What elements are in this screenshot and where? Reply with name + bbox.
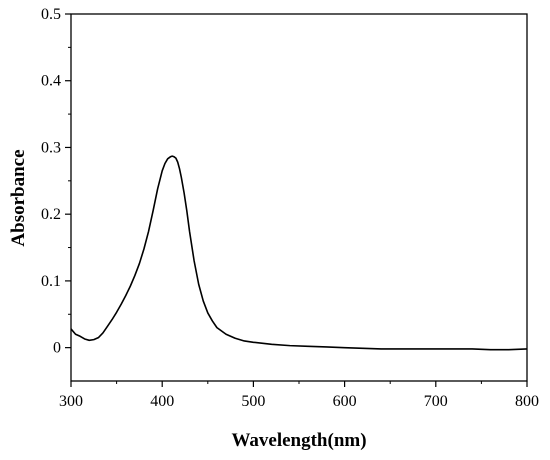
y-tick-label: 0.4 (41, 73, 61, 90)
y-tick-label: 0.2 (41, 206, 61, 223)
y-tick-label: 0.1 (41, 273, 61, 290)
y-tick-label: 0.5 (41, 6, 61, 23)
y-tick-label: 0.3 (41, 139, 61, 156)
y-axis-ticks: 0 0.1 0.2 0.3 0.4 0.5 (41, 6, 71, 357)
x-tick-label: 700 (424, 393, 448, 410)
x-tick-label: 800 (515, 393, 539, 410)
y-tick-label: 0 (53, 340, 61, 357)
x-tick-label: 500 (241, 393, 265, 410)
x-axis-ticks: 300 400 500 600 700 800 (59, 381, 539, 410)
x-tick-label: 300 (59, 393, 83, 410)
plot-frame (70, 13, 528, 382)
y-axis-title: Absorbance (8, 149, 29, 246)
x-axis-title: Wavelength(nm) (231, 430, 366, 451)
absorbance-curve (70, 155, 528, 351)
x-tick-label: 600 (333, 393, 357, 410)
x-tick-label: 400 (150, 393, 174, 410)
